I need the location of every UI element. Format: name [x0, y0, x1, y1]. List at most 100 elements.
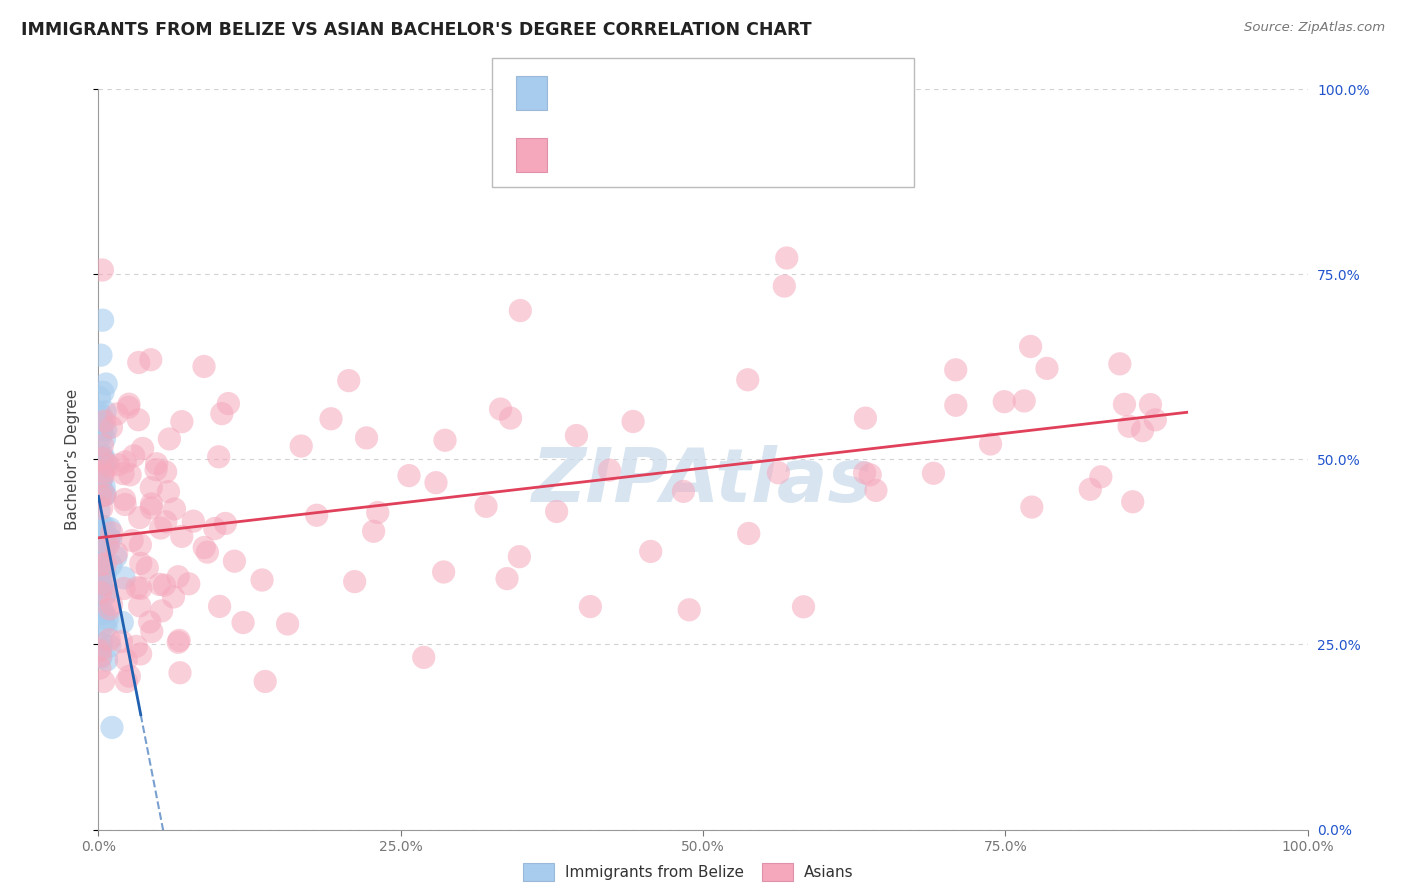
Point	[434, 434, 457, 448]
Point	[208, 450, 231, 464]
Point	[93, 480, 115, 494]
Point	[167, 570, 190, 584]
Point	[129, 557, 152, 571]
Point	[93, 489, 115, 503]
Point	[1132, 424, 1154, 438]
Point	[98, 602, 121, 616]
Point	[98, 632, 121, 647]
Point	[110, 634, 132, 648]
Point	[163, 502, 186, 516]
Point	[859, 467, 882, 482]
Point	[105, 407, 128, 421]
Point	[208, 599, 231, 614]
Point	[157, 432, 180, 446]
Point	[1114, 397, 1136, 411]
Point	[768, 466, 790, 480]
Point	[89, 580, 111, 594]
Point	[118, 669, 141, 683]
Point	[118, 397, 141, 411]
Point	[96, 376, 118, 391]
Point	[94, 587, 117, 601]
Point	[90, 480, 112, 494]
Point	[93, 458, 115, 472]
Point	[100, 420, 122, 434]
Point	[169, 665, 191, 680]
Point	[90, 559, 112, 574]
Point	[224, 554, 246, 568]
Point	[508, 549, 530, 564]
Point	[114, 455, 136, 469]
Point	[865, 483, 887, 498]
Point	[93, 542, 115, 557]
Point	[499, 411, 522, 425]
Point	[1122, 495, 1144, 509]
Point	[1118, 419, 1140, 434]
Text: IMMIGRANTS FROM BELIZE VS ASIAN BACHELOR'S DEGREE CORRELATION CHART: IMMIGRANTS FROM BELIZE VS ASIAN BACHELOR…	[21, 21, 811, 38]
Point	[162, 590, 184, 604]
Point	[97, 538, 120, 552]
Point	[993, 394, 1015, 409]
Point	[433, 565, 456, 579]
Point	[621, 415, 644, 429]
Point	[89, 607, 111, 621]
Point	[565, 428, 588, 442]
Point	[100, 597, 122, 611]
Point	[89, 476, 111, 491]
Point	[398, 468, 420, 483]
Point	[98, 639, 121, 653]
Point	[90, 519, 112, 533]
Point	[89, 568, 111, 582]
Point	[128, 599, 150, 613]
Point	[89, 558, 111, 572]
Point	[141, 481, 163, 495]
Point	[792, 599, 814, 614]
Point	[100, 533, 122, 547]
Text: R = --0.277   N =  70: R = --0.277 N = 70	[558, 84, 786, 102]
Point	[115, 653, 138, 667]
Point	[94, 557, 117, 571]
Point	[170, 415, 193, 429]
Point	[678, 603, 700, 617]
Point	[167, 635, 190, 649]
Point	[89, 477, 111, 491]
Point	[91, 561, 114, 575]
Point	[107, 458, 129, 472]
Point	[177, 577, 200, 591]
Point	[155, 465, 177, 479]
Point	[91, 606, 114, 620]
Point	[94, 577, 117, 591]
Point	[115, 674, 138, 689]
Point	[254, 674, 277, 689]
Point	[96, 653, 118, 667]
Point	[89, 534, 111, 549]
Point	[277, 616, 299, 631]
Point	[90, 640, 112, 655]
Point	[101, 721, 124, 735]
Point	[89, 430, 111, 444]
Point	[1090, 470, 1112, 484]
Point	[170, 529, 193, 543]
Point	[122, 449, 145, 463]
Point	[98, 532, 121, 546]
Point	[153, 578, 176, 592]
Point	[90, 648, 112, 663]
Point	[89, 540, 111, 554]
Point	[150, 604, 173, 618]
Point	[129, 647, 152, 661]
Point	[343, 574, 366, 589]
Point	[100, 558, 122, 573]
Point	[290, 439, 312, 453]
Point	[90, 348, 112, 362]
Point	[579, 599, 602, 614]
Point	[93, 607, 115, 621]
Point	[90, 471, 112, 485]
Point	[91, 469, 114, 483]
Point	[738, 526, 761, 541]
Point	[855, 411, 877, 425]
Point	[1078, 483, 1101, 497]
Point	[112, 582, 135, 596]
Point	[319, 411, 342, 425]
Point	[356, 431, 378, 445]
Point	[672, 484, 695, 499]
Point	[1139, 398, 1161, 412]
